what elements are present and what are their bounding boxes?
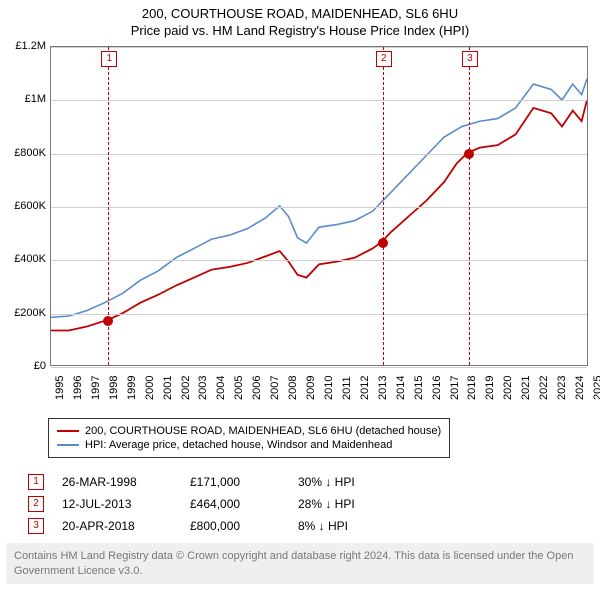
x-tick-label: 2003 <box>197 376 209 400</box>
sale-marker-dot <box>464 149 474 159</box>
attribution: Contains HM Land Registry data © Crown c… <box>6 543 594 584</box>
x-tick-label: 2012 <box>359 376 371 400</box>
sale-date: 20-APR-2018 <box>62 519 172 533</box>
legend-label-property: 200, COURTHOUSE ROAD, MAIDENHEAD, SL6 6H… <box>85 425 441 437</box>
gridline-h <box>51 47 587 48</box>
legend-swatch-hpi <box>57 444 79 446</box>
gridline-h <box>51 154 587 155</box>
x-tick-label: 2004 <box>215 376 227 400</box>
sale-row: 1 26-MAR-1998 £171,000 30% ↓ HPI <box>28 474 408 490</box>
y-tick-label: £1M <box>25 93 46 105</box>
chart: £0£200K£400K£600K£800K£1M£1.2M 123 <box>6 46 594 366</box>
y-tick-label: £600K <box>14 200 46 212</box>
sale-price: £171,000 <box>190 475 280 489</box>
x-tick-label: 1999 <box>126 376 138 400</box>
x-tick-label: 2025 <box>592 376 600 400</box>
gridline-h <box>51 207 587 208</box>
title-subtitle: Price paid vs. HM Land Registry's House … <box>0 23 600 38</box>
sale-marker-badge: 2 <box>376 51 392 67</box>
plot-area: 1 2 3 <box>50 46 588 366</box>
x-tick-label: 2008 <box>287 376 299 400</box>
x-tick-label: 2018 <box>466 376 478 400</box>
sale-delta: 28% ↓ HPI <box>298 497 408 511</box>
sale-marker-dot <box>378 238 388 248</box>
x-tick-label: 2013 <box>377 376 389 400</box>
sale-marker-badge: 1 <box>101 51 117 67</box>
x-tick-label: 2001 <box>162 376 174 400</box>
sale-date: 26-MAR-1998 <box>62 475 172 489</box>
x-tick-label: 2021 <box>520 376 532 400</box>
sale-date: 12-JUL-2013 <box>62 497 172 511</box>
y-tick-label: £800K <box>14 147 46 159</box>
x-tick-label: 2020 <box>502 376 514 400</box>
gridline-h <box>51 260 587 261</box>
sale-marker-line <box>383 47 385 365</box>
x-tick-label: 2017 <box>449 376 461 400</box>
sale-row: 2 12-JUL-2013 £464,000 28% ↓ HPI <box>28 496 408 512</box>
x-tick-label: 2009 <box>305 376 317 400</box>
y-tick-label: £1.2M <box>15 40 46 52</box>
series-svg <box>51 47 587 365</box>
legend-label-hpi: HPI: Average price, detached house, Wind… <box>85 439 392 451</box>
gridline-h <box>51 100 587 101</box>
x-tick-label: 2005 <box>233 376 245 400</box>
x-tick-label: 2006 <box>251 376 263 400</box>
sales-table: 1 26-MAR-1998 £171,000 30% ↓ HPI 2 12-JUL-201… <box>28 468 408 540</box>
x-tick-label: 1998 <box>108 376 120 400</box>
legend-row-property: 200, COURTHOUSE ROAD, MAIDENHEAD, SL6 6H… <box>57 425 441 437</box>
sale-row: 3 20-APR-2018 £800,000 8% ↓ HPI <box>28 518 408 534</box>
sale-idx: 2 <box>28 496 44 512</box>
gridline-h <box>51 367 587 368</box>
legend: 200, COURTHOUSE ROAD, MAIDENHEAD, SL6 6H… <box>48 418 450 458</box>
x-tick-label: 2024 <box>574 376 586 400</box>
sale-delta: 8% ↓ HPI <box>298 519 408 533</box>
x-tick-label: 2016 <box>431 376 443 400</box>
y-tick-label: £400K <box>14 253 46 265</box>
titles: 200, COURTHOUSE ROAD, MAIDENHEAD, SL6 6H… <box>0 0 600 38</box>
series-line <box>51 100 587 331</box>
x-tick-label: 2019 <box>484 376 496 400</box>
sale-price: £800,000 <box>190 519 280 533</box>
title-address: 200, COURTHOUSE ROAD, MAIDENHEAD, SL6 6H… <box>0 6 600 21</box>
x-axis: 1995 1996 1997 1998 1999 2000 2001 2002 2003 2004… <box>50 370 588 412</box>
gridline-h <box>51 314 587 315</box>
x-tick-label: 1995 <box>54 376 66 400</box>
x-tick-label: 1997 <box>90 376 102 400</box>
page: 200, COURTHOUSE ROAD, MAIDENHEAD, SL6 6H… <box>0 0 600 590</box>
x-tick-label: 2014 <box>395 376 407 400</box>
sale-marker-dot <box>103 316 113 326</box>
x-tick-label: 2000 <box>144 376 156 400</box>
y-tick-label: £0 <box>34 360 46 372</box>
x-tick-label: 2002 <box>180 376 192 400</box>
x-tick-label: 2010 <box>323 376 335 400</box>
legend-row-hpi: HPI: Average price, detached house, Wind… <box>57 439 441 451</box>
x-tick-label: 2007 <box>269 376 281 400</box>
sale-idx: 1 <box>28 474 44 490</box>
y-axis: £0£200K£400K£600K£800K£1M£1.2M <box>6 46 50 366</box>
x-tick-label: 2022 <box>538 376 550 400</box>
sale-price: £464,000 <box>190 497 280 511</box>
sale-idx: 3 <box>28 518 44 534</box>
y-tick-label: £200K <box>14 307 46 319</box>
x-tick-label: 2015 <box>413 376 425 400</box>
sale-delta: 30% ↓ HPI <box>298 475 408 489</box>
x-tick-label: 2023 <box>556 376 568 400</box>
x-tick-label: 1996 <box>72 376 84 400</box>
series-line <box>51 79 587 317</box>
legend-swatch-property <box>57 430 79 432</box>
sale-marker-badge: 3 <box>462 51 478 67</box>
x-tick-label: 2011 <box>341 376 353 400</box>
sale-marker-line <box>469 47 471 365</box>
